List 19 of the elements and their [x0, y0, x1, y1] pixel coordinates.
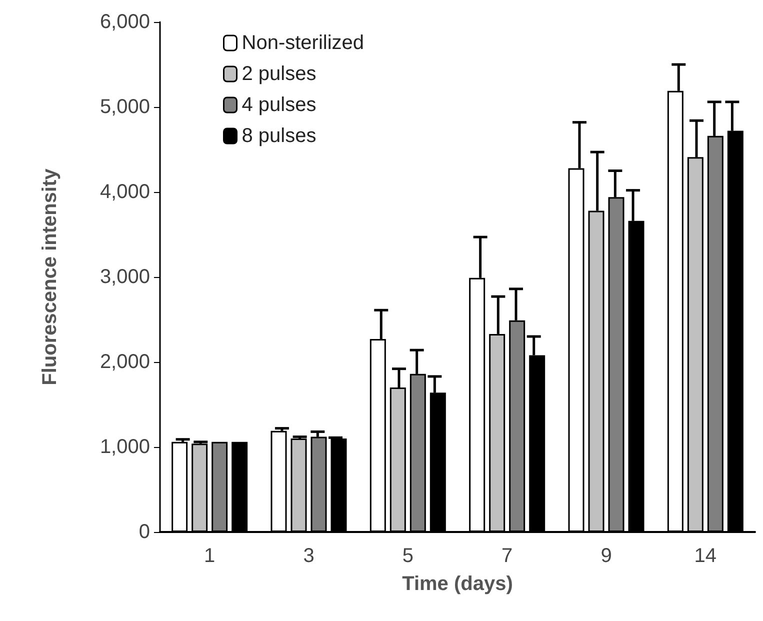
x-tick-label: 1 — [204, 545, 216, 567]
legend-label: Non-sterilized — [242, 32, 364, 54]
y-tick-label: 6,000 — [100, 11, 150, 33]
y-tick-label: 5,000 — [100, 96, 150, 118]
x-tick-label: 3 — [303, 545, 314, 567]
y-tick-label: 3,000 — [100, 266, 150, 288]
y-tick-label: 1,000 — [100, 436, 150, 458]
x-tick-label: 7 — [502, 545, 513, 567]
y-tick-label: 2,000 — [100, 351, 150, 373]
legend-label: 4 pulses — [242, 94, 316, 116]
y-tick-label: 0 — [138, 521, 150, 543]
y-axis-title: Fluorescence intensity — [39, 168, 61, 386]
y-tick-label: 4,000 — [100, 181, 150, 203]
x-tick-label: 5 — [402, 545, 414, 567]
x-axis-title: Time (days) — [402, 573, 513, 595]
x-tick-label: 14 — [694, 545, 717, 567]
legend-label: 2 pulses — [242, 63, 316, 85]
legend-label: 8 pulses — [242, 125, 316, 147]
x-tick-label: 9 — [600, 545, 612, 567]
